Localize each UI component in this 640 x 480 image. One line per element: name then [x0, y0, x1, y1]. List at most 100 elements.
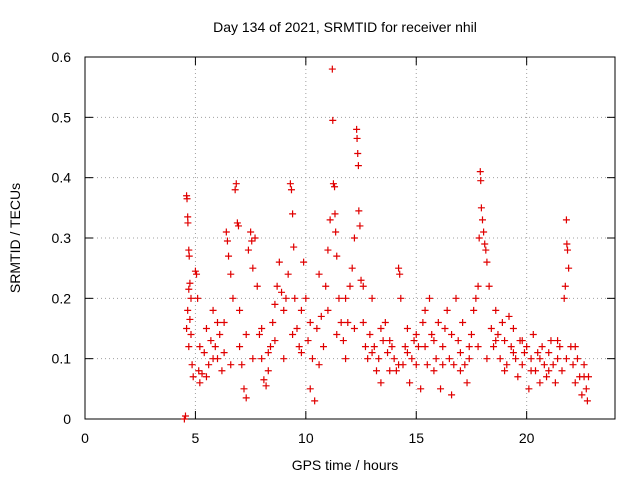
data-point: [233, 219, 241, 227]
data-point: [377, 379, 385, 387]
data-point: [573, 355, 581, 363]
data-point: [185, 252, 193, 260]
tick-layer: 0 0.1 0.2 0.3 0.4 0.5 0.6 0 5 10 15 20: [52, 49, 615, 446]
data-point: [538, 343, 546, 351]
data-point: [545, 349, 553, 357]
data-point: [523, 343, 531, 351]
data-point: [214, 318, 221, 326]
data-point: [357, 276, 365, 284]
data-point: [543, 373, 551, 381]
data-point: [547, 337, 555, 345]
data-point: [483, 258, 491, 266]
data-point: [445, 355, 453, 363]
data-point: [501, 367, 509, 375]
points-layer: [180, 65, 592, 423]
data-point: [514, 373, 522, 381]
data-point: [236, 343, 244, 351]
data-point: [421, 343, 429, 351]
data-point: [186, 279, 194, 287]
data-point: [348, 264, 356, 272]
data-point: [558, 367, 566, 375]
data-point: [306, 318, 314, 326]
data-point: [258, 355, 266, 363]
y-tick-label: 0.6: [52, 49, 72, 65]
data-point: [563, 240, 571, 248]
data-point: [569, 361, 577, 369]
data-point: [463, 379, 471, 387]
data-point: [262, 382, 270, 390]
data-point: [290, 243, 298, 251]
data-point: [189, 373, 197, 381]
data-point: [324, 306, 332, 314]
data-point: [503, 361, 511, 369]
data-point: [304, 337, 312, 345]
data-point: [240, 385, 248, 393]
data-point: [554, 337, 562, 345]
data-point: [255, 331, 263, 339]
data-point: [430, 367, 438, 375]
data-point: [361, 343, 369, 351]
data-point: [396, 270, 404, 278]
data-point: [583, 397, 591, 405]
data-point: [562, 355, 570, 363]
data-point: [185, 285, 193, 293]
data-point: [289, 331, 297, 339]
data-point: [333, 331, 341, 339]
data-point: [403, 325, 411, 332]
data-point: [492, 337, 500, 345]
data-point: [306, 385, 314, 393]
data-point: [354, 150, 362, 158]
data-point: [183, 195, 191, 203]
data-point: [397, 294, 405, 302]
data-point: [331, 210, 339, 218]
data-point: [370, 343, 378, 351]
data-point: [253, 282, 261, 290]
data-point: [326, 216, 334, 224]
data-point: [231, 186, 239, 194]
data-point: [322, 282, 330, 290]
data-point: [465, 355, 473, 363]
data-point: [232, 180, 240, 188]
data-point: [408, 355, 416, 363]
data-point: [470, 306, 478, 314]
data-point: [234, 222, 242, 230]
data-point: [278, 288, 286, 296]
data-point: [289, 210, 297, 218]
data-point: [302, 294, 310, 302]
data-point: [414, 343, 422, 351]
data-point: [377, 325, 385, 332]
data-point: [359, 282, 367, 290]
data-point: [211, 343, 219, 351]
data-point: [315, 270, 323, 278]
data-point: [284, 270, 292, 278]
data-point: [459, 318, 467, 326]
data-point: [291, 294, 299, 302]
data-point: [571, 379, 579, 387]
data-point: [401, 343, 409, 351]
data-point: [251, 234, 259, 242]
data-point: [483, 355, 491, 363]
x-tick-label: 15: [408, 430, 424, 446]
data-point: [271, 337, 279, 345]
data-point: [580, 361, 588, 369]
data-point: [479, 216, 486, 224]
data-point: [216, 331, 224, 339]
data-point: [481, 240, 489, 248]
data-point: [496, 355, 504, 363]
data-point: [368, 349, 376, 357]
data-point: [249, 355, 257, 363]
data-point: [295, 343, 303, 351]
data-point: [549, 361, 557, 369]
data-point: [350, 234, 358, 242]
data-point: [238, 361, 246, 369]
data-point: [300, 258, 308, 266]
data-point: [507, 343, 515, 351]
data-point: [287, 186, 295, 194]
data-point: [249, 264, 257, 272]
data-point: [395, 361, 403, 369]
data-point: [335, 294, 343, 302]
data-point: [346, 282, 354, 290]
data-point: [342, 294, 350, 302]
data-point: [518, 337, 526, 345]
